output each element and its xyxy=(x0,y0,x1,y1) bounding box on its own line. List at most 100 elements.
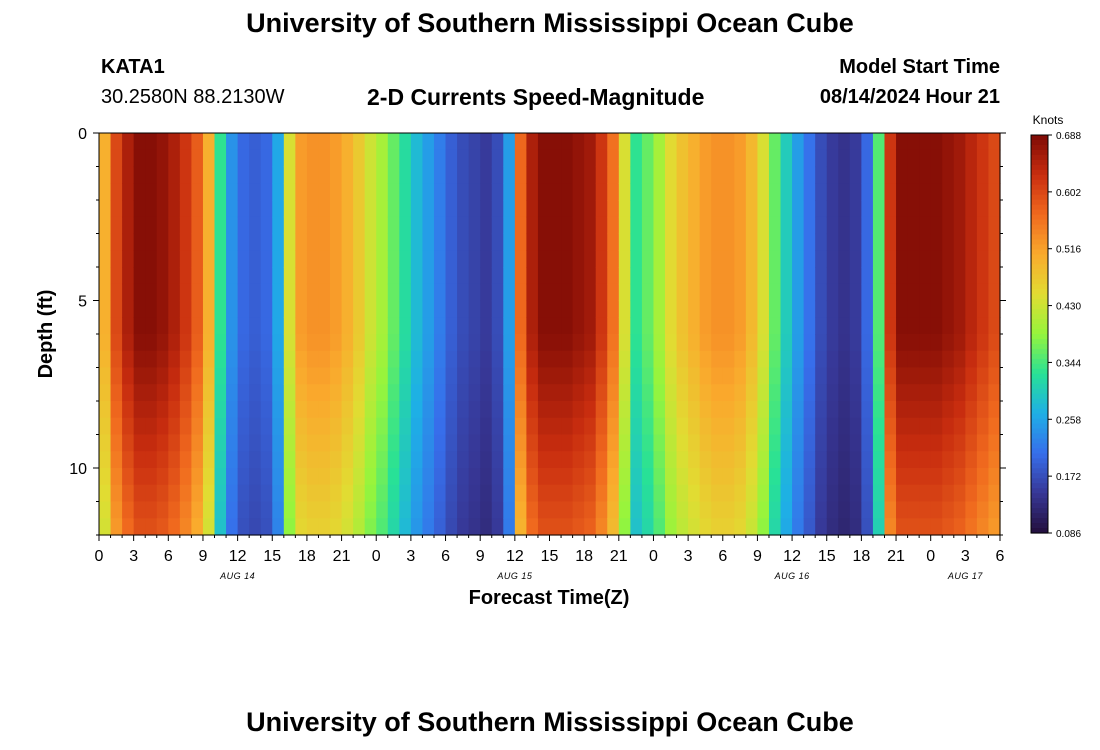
heatmap-cell xyxy=(468,451,481,469)
heatmap-cell xyxy=(722,267,735,285)
heatmap-cell xyxy=(896,283,909,302)
heatmap-cell xyxy=(826,334,839,352)
heatmap-cell xyxy=(410,183,424,201)
heatmap-cell xyxy=(376,384,389,402)
heatmap-cell xyxy=(133,468,146,486)
heatmap-cell xyxy=(399,384,412,402)
heatmap-cell xyxy=(722,200,735,218)
heatmap-cell xyxy=(99,283,112,302)
heatmap-cell xyxy=(803,451,816,469)
heatmap-cell xyxy=(387,501,400,519)
heatmap-cell xyxy=(537,183,551,201)
heatmap-cell xyxy=(826,183,839,201)
heatmap-cell xyxy=(976,484,990,503)
heatmap-cell xyxy=(976,334,990,352)
heatmap-cell xyxy=(330,384,343,402)
heatmap-cell xyxy=(861,350,874,369)
heatmap-cell xyxy=(872,149,886,168)
heatmap-cell xyxy=(676,149,689,168)
heatmap-cell xyxy=(965,384,978,402)
heatmap-cell xyxy=(168,149,181,168)
heatmap-cell xyxy=(445,183,458,201)
heatmap-cell xyxy=(422,233,435,251)
heatmap-cell xyxy=(122,267,135,285)
heatmap-cell xyxy=(676,250,689,268)
heatmap-cell xyxy=(537,267,551,285)
heatmap-cell xyxy=(99,166,112,184)
colorbar-segment xyxy=(1031,438,1048,445)
heatmap-cell xyxy=(445,468,458,486)
colorbar-segment xyxy=(1031,299,1048,305)
heatmap-cell xyxy=(861,484,874,503)
heatmap-cell xyxy=(965,283,978,302)
heatmap-cell xyxy=(884,501,897,519)
heatmap-cell xyxy=(191,250,204,268)
heatmap-cell xyxy=(364,300,377,318)
heatmap-cell xyxy=(156,401,169,419)
heatmap-cell xyxy=(156,417,169,436)
heatmap-cell xyxy=(838,384,851,402)
heatmap-cell xyxy=(422,300,435,318)
heatmap-cell xyxy=(433,518,447,536)
heatmap-cell xyxy=(815,267,828,285)
heatmap-cell xyxy=(480,468,493,486)
heatmap-cell xyxy=(676,468,689,486)
heatmap-cell xyxy=(168,200,181,218)
heatmap-cell xyxy=(318,166,331,184)
heatmap-cell xyxy=(595,334,608,352)
heatmap-cell xyxy=(561,166,574,184)
heatmap-cell xyxy=(815,300,828,318)
heatmap-cell xyxy=(838,250,851,268)
heatmap-cell xyxy=(514,451,527,469)
heatmap-cell xyxy=(953,267,966,285)
heatmap-cell xyxy=(607,384,620,402)
heatmap-cell xyxy=(145,367,158,385)
heatmap-cell xyxy=(99,484,112,503)
heatmap-cell xyxy=(260,451,273,469)
heatmap-cell xyxy=(110,149,123,168)
heatmap-cell xyxy=(792,518,805,536)
heatmap-cell xyxy=(561,133,574,151)
heatmap-cell xyxy=(826,250,839,268)
heatmap-cell xyxy=(99,384,112,402)
heatmap-cell xyxy=(699,200,712,218)
heatmap-cell xyxy=(341,166,354,184)
heatmap-cell xyxy=(145,149,158,168)
heatmap-cell xyxy=(711,401,724,419)
heatmap-cell xyxy=(549,468,562,486)
heatmap-cell xyxy=(665,434,678,452)
heatmap-cell xyxy=(410,484,424,503)
chart-subtitle: 2-D Currents Speed-Magnitude xyxy=(367,84,705,110)
heatmap-cell xyxy=(780,468,793,486)
heatmap-cell xyxy=(202,183,216,201)
heatmap-cell xyxy=(306,317,320,335)
heatmap-cell xyxy=(676,183,689,201)
heatmap-cell xyxy=(249,501,262,519)
heatmap-cell xyxy=(145,166,158,184)
heatmap-cell xyxy=(457,267,470,285)
heatmap-cell xyxy=(468,468,481,486)
heatmap-cell xyxy=(353,434,366,452)
heatmap-cell xyxy=(514,501,527,519)
heatmap-cell xyxy=(826,350,839,369)
heatmap-cell xyxy=(480,484,493,503)
heatmap-cell xyxy=(318,417,331,436)
heatmap-cell xyxy=(468,401,481,419)
heatmap-cell xyxy=(572,401,585,419)
heatmap-cell xyxy=(699,367,712,385)
heatmap-cell xyxy=(537,367,551,385)
heatmap-cell xyxy=(826,417,839,436)
heatmap-cell xyxy=(480,283,493,302)
heatmap-cell xyxy=(168,501,181,519)
heatmap-cell xyxy=(110,183,123,201)
heatmap-cell xyxy=(191,434,204,452)
heatmap-cell xyxy=(214,518,227,536)
heatmap-cell xyxy=(653,484,666,503)
heatmap-cell xyxy=(734,250,747,268)
heatmap-cell xyxy=(526,267,539,285)
heatmap-cell xyxy=(260,334,273,352)
heatmap-cell xyxy=(919,200,932,218)
heatmap-cell xyxy=(953,484,966,503)
colorbar-segment xyxy=(1031,179,1048,186)
colorbar-segment xyxy=(1031,348,1048,355)
